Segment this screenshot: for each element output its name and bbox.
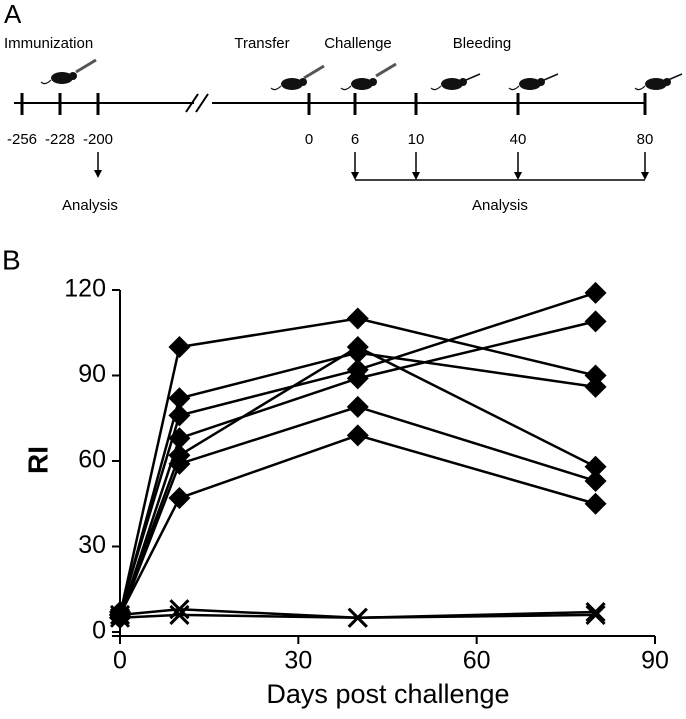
mouse-icon xyxy=(508,85,520,91)
diamond-marker xyxy=(584,469,607,492)
event-label: Immunization xyxy=(4,35,93,52)
diamond-marker xyxy=(346,336,369,358)
y-tick-label: 90 xyxy=(78,360,106,388)
x-tick-label: 60 xyxy=(463,647,491,675)
y-tick-label: 60 xyxy=(78,446,106,474)
event-label: Bleeding xyxy=(453,35,511,52)
x-marker-stroke xyxy=(109,607,131,628)
timepoint-label: 0 xyxy=(305,131,313,148)
mouse-icon xyxy=(537,78,545,86)
x-marker xyxy=(109,604,131,625)
mouse-icon xyxy=(459,78,467,86)
x-marker-stroke xyxy=(109,604,131,625)
needle-icon xyxy=(465,73,481,81)
mouse-icon xyxy=(634,85,646,91)
timepoint-label: 80 xyxy=(637,131,654,148)
mouse-icon xyxy=(351,78,373,90)
event-label: Challenge xyxy=(324,35,392,52)
timepoint-label: 40 xyxy=(510,131,527,148)
diamond-marker xyxy=(168,336,191,358)
timepoint-label: -228 xyxy=(45,131,75,148)
series-line xyxy=(118,317,596,616)
x-marker xyxy=(585,604,606,625)
series-line xyxy=(118,351,596,616)
x-marker xyxy=(347,607,368,628)
x-tick-label: 30 xyxy=(284,647,312,675)
x-marker xyxy=(169,604,190,625)
x-marker-stroke xyxy=(585,604,606,625)
diamond-marker xyxy=(346,424,369,447)
diamond-marker xyxy=(346,395,369,418)
mouse-icon xyxy=(270,85,282,91)
mouse-icon xyxy=(51,72,73,84)
needle-icon xyxy=(667,73,683,81)
diamond-marker xyxy=(168,452,191,475)
arrow-head xyxy=(351,172,359,180)
diamond-marker xyxy=(584,492,607,515)
needle-icon xyxy=(543,73,559,81)
timepoint-label: 10 xyxy=(408,131,425,148)
timepoint-label: -256 xyxy=(7,131,37,148)
panel-label: A xyxy=(4,0,22,29)
syringe-icon xyxy=(303,64,325,80)
axis-break xyxy=(185,93,199,113)
mouse-icon xyxy=(69,72,77,80)
arrow-head xyxy=(641,172,649,180)
diamond-marker xyxy=(168,387,191,410)
diamond-marker xyxy=(168,404,191,427)
mouse-icon xyxy=(281,78,303,90)
arrow-head xyxy=(412,172,420,180)
diamond-marker xyxy=(584,455,607,478)
arrow-head xyxy=(514,172,522,180)
series-line xyxy=(118,345,597,616)
diamond-marker xyxy=(584,310,607,333)
series-line xyxy=(119,613,596,620)
syringe-icon xyxy=(75,58,97,74)
x-tick-label: 0 xyxy=(113,647,127,675)
timepoint-label: 6 xyxy=(351,131,359,148)
panel-label: B xyxy=(2,244,21,275)
x-tick-label: 90 xyxy=(641,647,669,675)
x-marker-stroke xyxy=(169,604,190,625)
x-axis-label: Days post challenge xyxy=(266,679,509,709)
mouse-icon xyxy=(645,78,667,90)
syringe-icon xyxy=(375,62,397,78)
y-tick-label: 0 xyxy=(92,617,106,645)
mouse-icon xyxy=(299,78,307,86)
series-line xyxy=(119,607,596,620)
x-marker xyxy=(169,599,190,620)
mouse-icon xyxy=(40,79,52,85)
event-label: Transfer xyxy=(234,35,289,52)
x-marker xyxy=(109,607,131,628)
y-axis-label: RI xyxy=(22,446,53,474)
x-marker-stroke xyxy=(347,607,368,628)
series-line xyxy=(118,291,596,613)
diamond-marker xyxy=(584,375,607,398)
series-line xyxy=(118,320,596,619)
y-tick-label: 120 xyxy=(64,275,106,303)
timepoint-label: -200 xyxy=(83,131,113,148)
diamond-marker xyxy=(168,427,191,450)
arrow-head xyxy=(94,170,102,178)
mouse-icon xyxy=(430,85,442,91)
mouse-icon xyxy=(441,78,463,90)
mouse-icon xyxy=(340,85,352,91)
diamond-marker xyxy=(168,487,191,510)
axis-break xyxy=(195,93,209,113)
diamond-marker xyxy=(584,281,607,304)
series-line xyxy=(118,434,596,616)
analysis-label: Analysis xyxy=(472,197,528,214)
analysis-label: Analysis xyxy=(62,197,118,214)
diamond-marker xyxy=(584,364,607,387)
diamond-marker xyxy=(346,307,369,330)
x-marker xyxy=(585,601,606,623)
x-marker-stroke xyxy=(585,601,606,623)
mouse-icon xyxy=(519,78,541,90)
y-tick-label: 30 xyxy=(78,531,106,559)
diamond-marker xyxy=(346,367,369,390)
x-marker-stroke xyxy=(169,599,190,620)
mouse-icon xyxy=(369,78,377,86)
series-line xyxy=(118,405,596,619)
